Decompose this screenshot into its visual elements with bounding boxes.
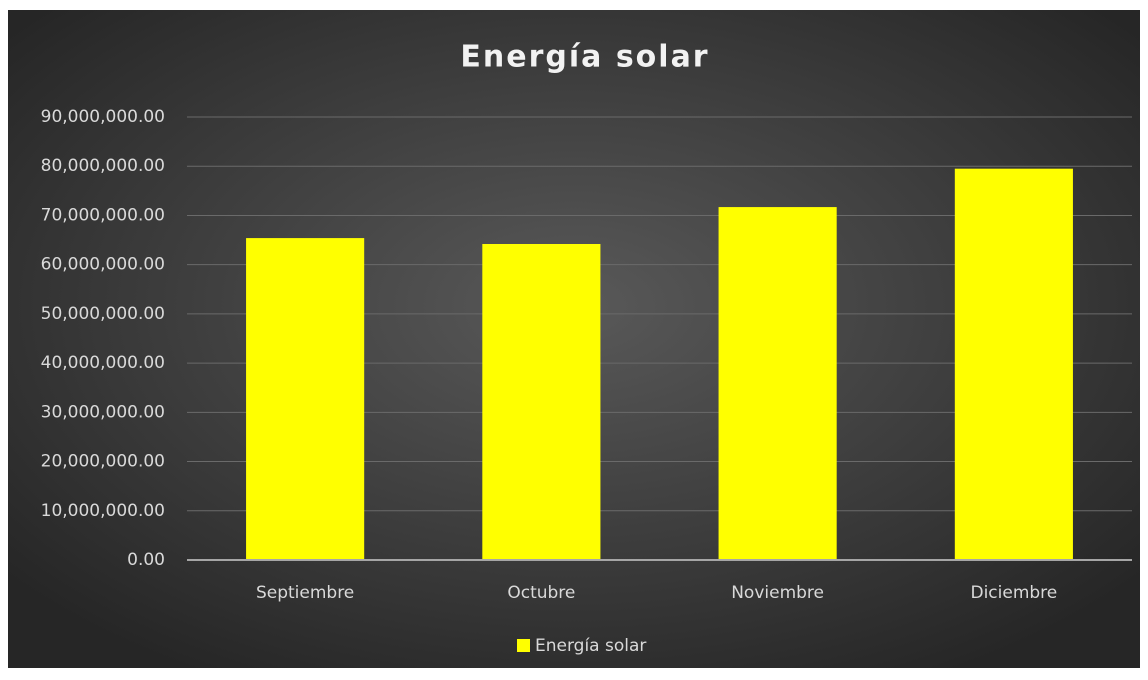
x-tick-label: Noviembre [731,583,824,603]
chart-title: Energía solar [460,40,709,75]
bar [482,243,601,560]
y-tick-label: 20,000,000.00 [41,452,165,472]
x-tick-label: Septiembre [256,583,354,603]
legend-swatch [517,639,530,652]
y-tick-label: 10,000,000.00 [41,501,165,521]
y-tick-label: 0.00 [127,550,165,570]
legend-label: Energía solar [535,636,646,656]
bar [954,168,1073,560]
x-tick-label: Octubre [507,583,575,603]
y-tick-label: 40,000,000.00 [41,353,165,373]
y-tick-label: 50,000,000.00 [41,304,165,324]
y-tick-label: 80,000,000.00 [41,156,165,176]
y-tick-label: 70,000,000.00 [41,205,165,225]
y-tick-label: 30,000,000.00 [41,402,165,422]
x-tick-label: Diciembre [970,583,1057,603]
y-tick-label: 60,000,000.00 [41,255,165,275]
bar [246,238,365,560]
bar [718,207,837,560]
y-tick-label: 90,000,000.00 [41,107,165,127]
